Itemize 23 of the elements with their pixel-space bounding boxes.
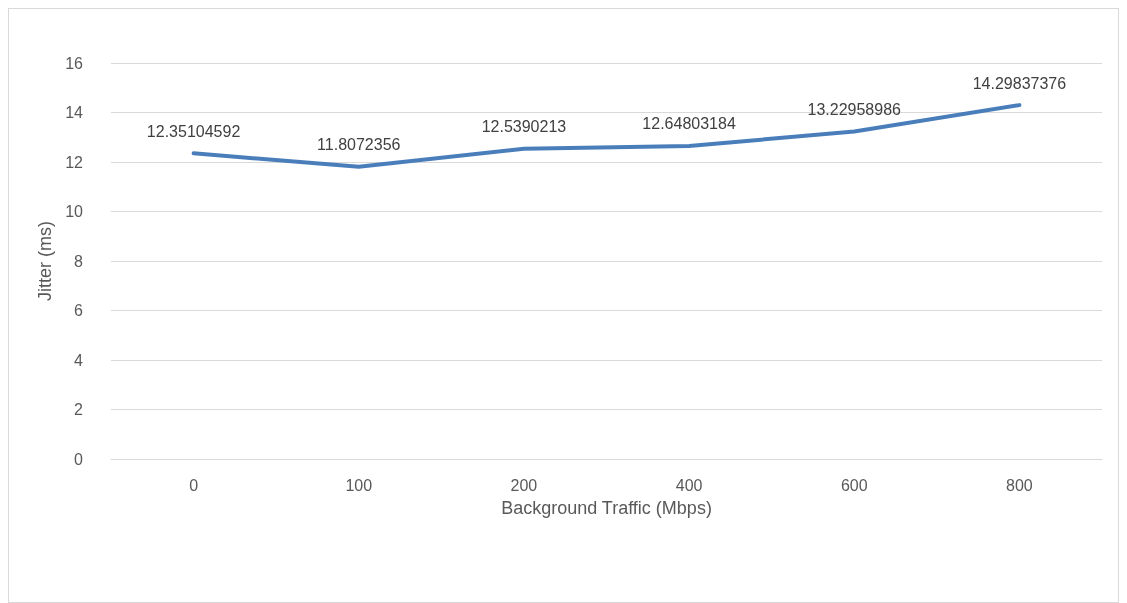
y-tick-label: 4 bbox=[74, 351, 84, 369]
y-tick-label: 14 bbox=[65, 104, 84, 121]
y-tick-label: 12 bbox=[65, 153, 84, 171]
x-tick-label: 800 bbox=[1006, 476, 1033, 494]
y-tick-label: 2 bbox=[74, 401, 84, 418]
y-tick-label: 16 bbox=[65, 54, 84, 72]
y-tick-label: 8 bbox=[74, 252, 84, 270]
x-axis-title: Background Traffic (Mbps) bbox=[501, 498, 712, 518]
data-label: 12.64803184 bbox=[642, 115, 736, 133]
y-tick-label: 10 bbox=[65, 203, 84, 220]
data-label: 12.5390213 bbox=[481, 118, 567, 136]
data-label: 14.29837376 bbox=[972, 74, 1067, 92]
data-label: 11.8072356 bbox=[317, 136, 401, 154]
x-tick-label: 400 bbox=[675, 476, 703, 494]
x-tick-label: 100 bbox=[345, 476, 373, 494]
y-axis-title: Jitter (ms) bbox=[35, 221, 56, 301]
x-tick-label: 600 bbox=[840, 476, 868, 494]
data-label: 13.22958986 bbox=[807, 101, 902, 119]
data-label: 12.35104592 bbox=[146, 122, 241, 140]
x-tick-label: 0 bbox=[189, 476, 199, 494]
y-tick-label: 0 bbox=[74, 450, 84, 468]
x-tick-label: 200 bbox=[510, 476, 538, 494]
y-tick-label: 6 bbox=[74, 302, 84, 319]
